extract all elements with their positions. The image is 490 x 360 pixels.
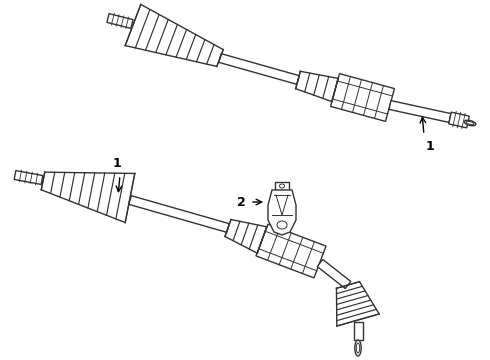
Polygon shape: [219, 54, 299, 84]
Ellipse shape: [356, 343, 360, 353]
Polygon shape: [449, 112, 469, 128]
Polygon shape: [389, 100, 451, 122]
Polygon shape: [353, 322, 363, 340]
Polygon shape: [256, 224, 326, 278]
Polygon shape: [14, 171, 43, 184]
Polygon shape: [268, 190, 296, 235]
Text: 1: 1: [426, 140, 435, 153]
Ellipse shape: [466, 121, 474, 125]
Ellipse shape: [355, 340, 361, 356]
Polygon shape: [129, 196, 229, 232]
Polygon shape: [107, 14, 133, 28]
Text: 2: 2: [237, 195, 246, 208]
Polygon shape: [331, 73, 394, 121]
Polygon shape: [317, 260, 351, 288]
Bar: [275, 182, 289, 190]
Text: 1: 1: [113, 157, 122, 170]
Ellipse shape: [464, 120, 476, 126]
